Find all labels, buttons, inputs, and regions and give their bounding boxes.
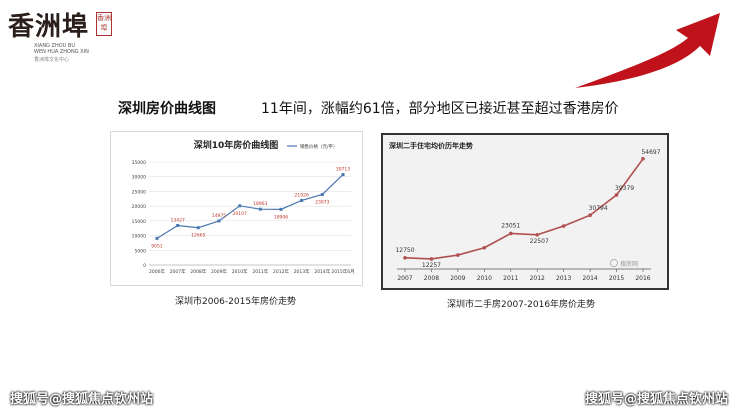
data-label: 23051 bbox=[501, 222, 520, 229]
x-tick-label: 2016 bbox=[635, 275, 650, 282]
x-tick-label: 2015 bbox=[609, 275, 624, 282]
y-tick-label: 25000 bbox=[132, 189, 146, 195]
data-label: 23973 bbox=[315, 199, 329, 205]
data-point bbox=[403, 255, 407, 260]
data-label: 12750 bbox=[395, 247, 414, 254]
data-point bbox=[341, 173, 345, 177]
data-label: 14975 bbox=[212, 213, 226, 219]
x-tick-label: 2006年 bbox=[149, 268, 165, 275]
logo-en-line2: WEN HUA ZHONG XIN bbox=[34, 49, 89, 55]
data-point bbox=[238, 204, 242, 208]
data-point bbox=[561, 224, 566, 228]
chart-right-title: 深圳二手住宅均价历年走势 bbox=[389, 141, 473, 150]
series-line bbox=[156, 174, 344, 239]
logo-seal: 香洲埠 bbox=[96, 12, 112, 36]
data-point bbox=[258, 207, 262, 211]
data-point bbox=[429, 257, 434, 261]
data-label: 30794 bbox=[589, 205, 608, 212]
y-tick-label: 0 bbox=[143, 263, 146, 269]
chart-watermark: 搜房网 bbox=[620, 260, 638, 268]
y-tick-label: 20000 bbox=[132, 204, 146, 210]
data-label: 13427 bbox=[171, 217, 185, 223]
x-tick-label: 2010 bbox=[477, 275, 492, 282]
data-label: 30713 bbox=[336, 167, 350, 173]
data-point bbox=[217, 219, 221, 223]
x-tick-label: 2011 bbox=[503, 275, 518, 282]
data-point bbox=[641, 156, 645, 161]
data-point bbox=[279, 207, 283, 211]
y-tick-label: 30000 bbox=[132, 175, 146, 181]
data-label: 21926 bbox=[295, 192, 309, 198]
data-label: 54697 bbox=[641, 149, 660, 156]
data-label: 18906 bbox=[274, 214, 288, 220]
x-tick-label: 2008 bbox=[424, 275, 439, 282]
x-tick-label: 2013年 bbox=[294, 268, 310, 275]
x-tick-label: 2012 bbox=[530, 275, 545, 282]
x-tick-label: 2009 bbox=[450, 275, 465, 282]
data-label: 39379 bbox=[615, 185, 634, 192]
y-tick-label: 35000 bbox=[132, 160, 146, 166]
logo: 香洲埠 香洲埠 XIANG ZHOU BU WEN HUA ZHONG XIN … bbox=[8, 6, 113, 63]
chart-right-caption: 深圳市二手房2007-2016年房价走势 bbox=[447, 300, 596, 310]
page-heading: 深圳房价曲线图 bbox=[118, 101, 216, 117]
chart-panel-right: 深圳二手住宅均价历年走势 2007 2008 2009 2010 2011 2012 2013… bbox=[381, 133, 669, 290]
x-tick-label: 2007 bbox=[397, 275, 412, 282]
watermark-icon bbox=[610, 259, 618, 267]
legend-label: 销售价格（元/平） bbox=[300, 143, 338, 150]
data-point bbox=[508, 231, 513, 236]
data-label: 12257 bbox=[422, 262, 441, 269]
logo-cn-line: 香洲埠文化中心 bbox=[34, 57, 70, 63]
y-tick-label: 5000 bbox=[135, 248, 147, 254]
data-point bbox=[155, 236, 159, 240]
data-point bbox=[196, 226, 200, 230]
x-tick-label: 2007年 bbox=[170, 268, 186, 275]
x-tick-label: 2010年 bbox=[232, 268, 248, 275]
x-tick-label: 2015年6月 bbox=[331, 268, 354, 275]
data-point bbox=[588, 213, 592, 218]
footer-watermark-left: 搜狐号@搜狐焦点钦州站 bbox=[10, 392, 154, 407]
chart-left-caption: 深圳市2006-2015年房价走势 bbox=[175, 297, 297, 307]
x-tick-label: 2014年 bbox=[314, 268, 330, 275]
logo-en-line1: XIANG ZHOU BU bbox=[34, 43, 75, 49]
data-point bbox=[300, 198, 304, 202]
data-label: 20107 bbox=[233, 211, 247, 217]
x-tick-label: 2013 bbox=[556, 275, 571, 282]
footer-watermark-right: 搜狐号@搜狐焦点钦州站 bbox=[584, 392, 728, 407]
data-label: 18963 bbox=[253, 201, 267, 207]
x-tick-label: 2014 bbox=[582, 275, 597, 282]
data-point bbox=[456, 253, 460, 257]
chart-panel-left: 深圳10年房价曲线图 0 5000 10000 15000 20000 25000 30000… bbox=[110, 131, 363, 286]
series-line bbox=[404, 158, 644, 260]
data-point bbox=[176, 223, 180, 227]
x-tick-label: 2008年 bbox=[190, 268, 206, 275]
data-label: 9051 bbox=[151, 243, 163, 249]
chart-right: 深圳二手住宅均价历年走势 2007 2008 2009 2010 2011 2012 2013… bbox=[389, 141, 661, 282]
page-subheading: 11年间，涨幅约61倍，部分地区已接近甚至超过香港房价 bbox=[261, 101, 619, 117]
data-point bbox=[614, 193, 619, 197]
data-point bbox=[535, 232, 540, 237]
y-tick-label: 15000 bbox=[132, 219, 146, 225]
data-point bbox=[482, 245, 487, 250]
x-tick-label: 2011年 bbox=[252, 268, 268, 275]
data-label: 12665 bbox=[191, 233, 205, 239]
chart-left: 深圳10年房价曲线图 0 5000 10000 15000 20000 25000 30000… bbox=[132, 139, 355, 275]
y-tick-label: 10000 bbox=[132, 234, 146, 240]
logo-name: 香洲埠 bbox=[8, 12, 90, 42]
data-point bbox=[320, 192, 324, 196]
red-arrow-icon bbox=[575, 13, 720, 88]
x-tick-label: 2009年 bbox=[211, 268, 227, 275]
chart-left-title: 深圳10年房价曲线图 bbox=[194, 139, 279, 151]
x-tick-label: 2012年 bbox=[273, 268, 289, 275]
data-label: 22507 bbox=[530, 238, 549, 245]
